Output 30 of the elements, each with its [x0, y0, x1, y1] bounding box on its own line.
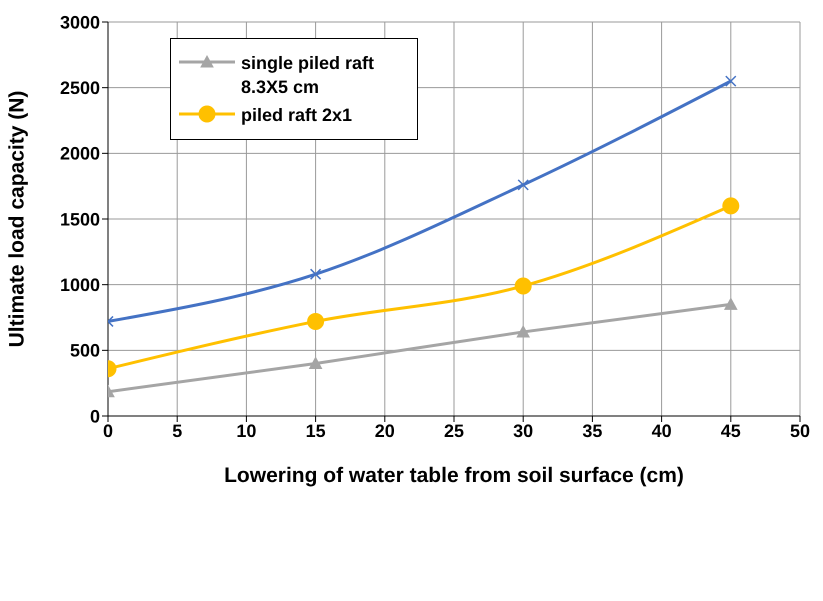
- x-tick-label: 40: [652, 420, 672, 441]
- y-tick-label: 1000: [60, 275, 100, 296]
- point: [514, 277, 532, 294]
- y-tick-label: 0: [90, 406, 100, 426]
- x-axis-title: Lowering of water table from soil surface (cm): [224, 464, 684, 487]
- point: [310, 268, 322, 280]
- point: [309, 356, 322, 369]
- x-tick-label: 35: [582, 420, 602, 441]
- x-tick-label: 25: [444, 420, 464, 441]
- point: [307, 312, 324, 330]
- point: [722, 197, 740, 214]
- legend-label: piled raft 2x1: [241, 104, 352, 127]
- y-tick-label: 2500: [60, 78, 100, 98]
- x-tick-label: 0: [102, 420, 114, 441]
- x-tick-label: 50: [790, 420, 810, 441]
- point: [517, 179, 529, 191]
- point: [725, 75, 737, 87]
- point: [724, 298, 738, 310]
- y-tick-label: 500: [70, 340, 100, 361]
- x-tick-label: 30: [513, 420, 534, 441]
- x-tick-label: 20: [374, 420, 395, 441]
- y-tick-label: 3000: [60, 12, 100, 32]
- y-axis-title: Ultimate load capacity (N): [5, 90, 28, 348]
- x-tick-label: 45: [720, 420, 741, 441]
- y-tick-label: 2000: [60, 144, 100, 164]
- x-tick-label: 15: [306, 420, 326, 441]
- y-tick-label: 1500: [60, 209, 100, 230]
- x-tick-label: 5: [172, 420, 182, 441]
- point: [516, 325, 530, 338]
- x-tick-label: 10: [236, 420, 256, 441]
